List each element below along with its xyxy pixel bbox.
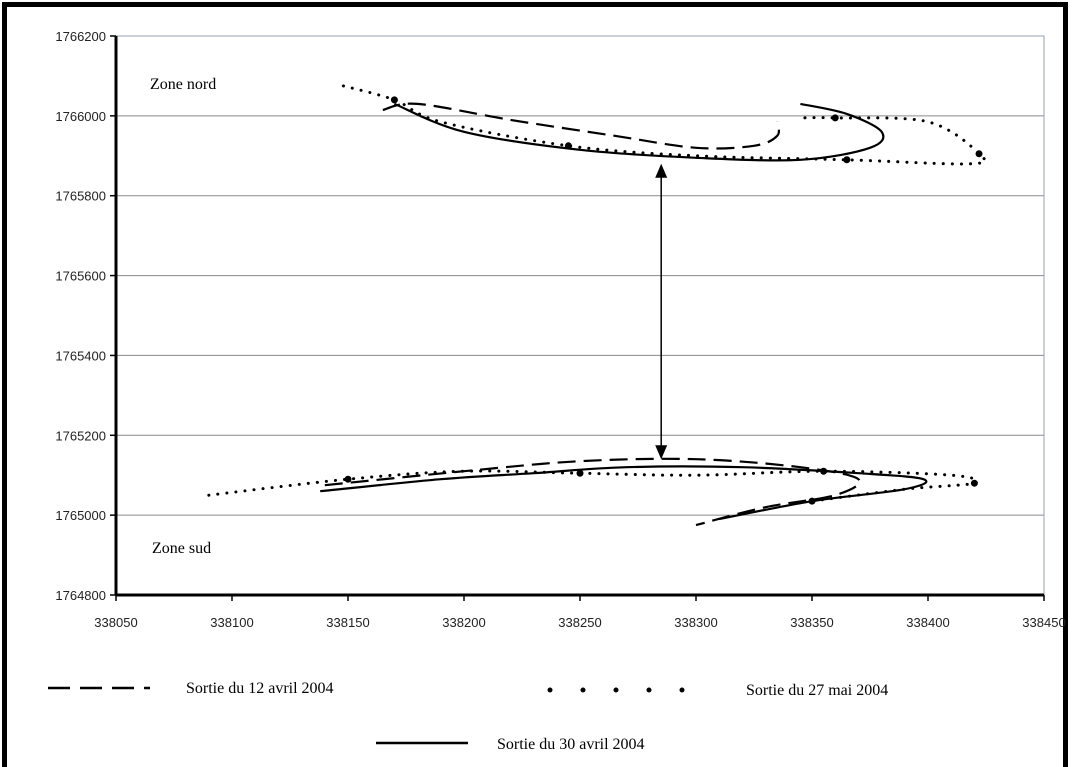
x-tick-label-8: 338450: [1022, 615, 1065, 630]
x-tick-label-3: 338200: [442, 615, 485, 630]
series-1-nord-line: [382, 102, 781, 150]
y-tick-label-7: 1766200: [55, 29, 106, 44]
series-2-sud-marker-3: [576, 469, 584, 477]
legend-label-series-1: Sortie du 12 avril 2004: [186, 680, 334, 697]
distance-arrow: [655, 163, 668, 460]
y-tick-label-6: 1766000: [55, 109, 106, 124]
series-2-sud-marker-7: [970, 479, 978, 487]
y-tick-label-1: 1765000: [55, 508, 106, 523]
series-2-nord-marker-9: [831, 114, 839, 122]
series-2-nord-marker-5: [843, 156, 851, 164]
series-2-nord-marker-1: [390, 96, 398, 104]
y-tick-labels: 1764800 1765000 1765200 1765400 1765600 17658…: [55, 29, 116, 603]
y-tick-label-3: 1765400: [55, 348, 106, 363]
series-2-sud-marker-1: [344, 475, 352, 483]
series-2-sud-line: [207, 469, 980, 503]
series-lines: [207, 84, 987, 527]
series-3-sud-line: [320, 465, 928, 521]
zone-nord-label: Zone nord: [150, 76, 216, 93]
arrow-head-top: [655, 163, 668, 178]
x-tick-label-6: 338350: [790, 615, 833, 630]
x-tick-label-7: 338400: [906, 615, 949, 630]
x-tick-label-2: 338150: [326, 615, 369, 630]
y-tick-label-5: 1765800: [55, 189, 106, 204]
series-1-sud-line: [324, 457, 861, 527]
x-tick-label-1: 338100: [210, 615, 253, 630]
arrow-head-bottom: [655, 445, 668, 460]
legend-label-series-3: Sortie du 30 avril 2004: [497, 736, 645, 753]
legend-label-series-2: Sortie du 27 mai 2004: [746, 682, 888, 699]
x-tick-labels: 338050 338100 338150 338200 338250 338300 3383…: [94, 595, 1066, 630]
x-tick-label-0: 338050: [94, 615, 137, 630]
x-tick-label-5: 338300: [674, 615, 717, 630]
x-tick-label-4: 338250: [558, 615, 601, 630]
series-3-nord-line: [393, 102, 885, 162]
y-tick-label-2: 1765200: [55, 428, 106, 443]
gridlines: [116, 35, 1044, 516]
zone-sud-label: Zone sud: [152, 540, 211, 557]
y-tick-label-4: 1765600: [55, 269, 106, 284]
series-2-nord-marker-7: [975, 150, 983, 158]
legend: Sortie du 12 avril 2004 Sortie du 27 mai…: [48, 680, 888, 753]
y-tick-label-0: 1764800: [55, 588, 106, 603]
